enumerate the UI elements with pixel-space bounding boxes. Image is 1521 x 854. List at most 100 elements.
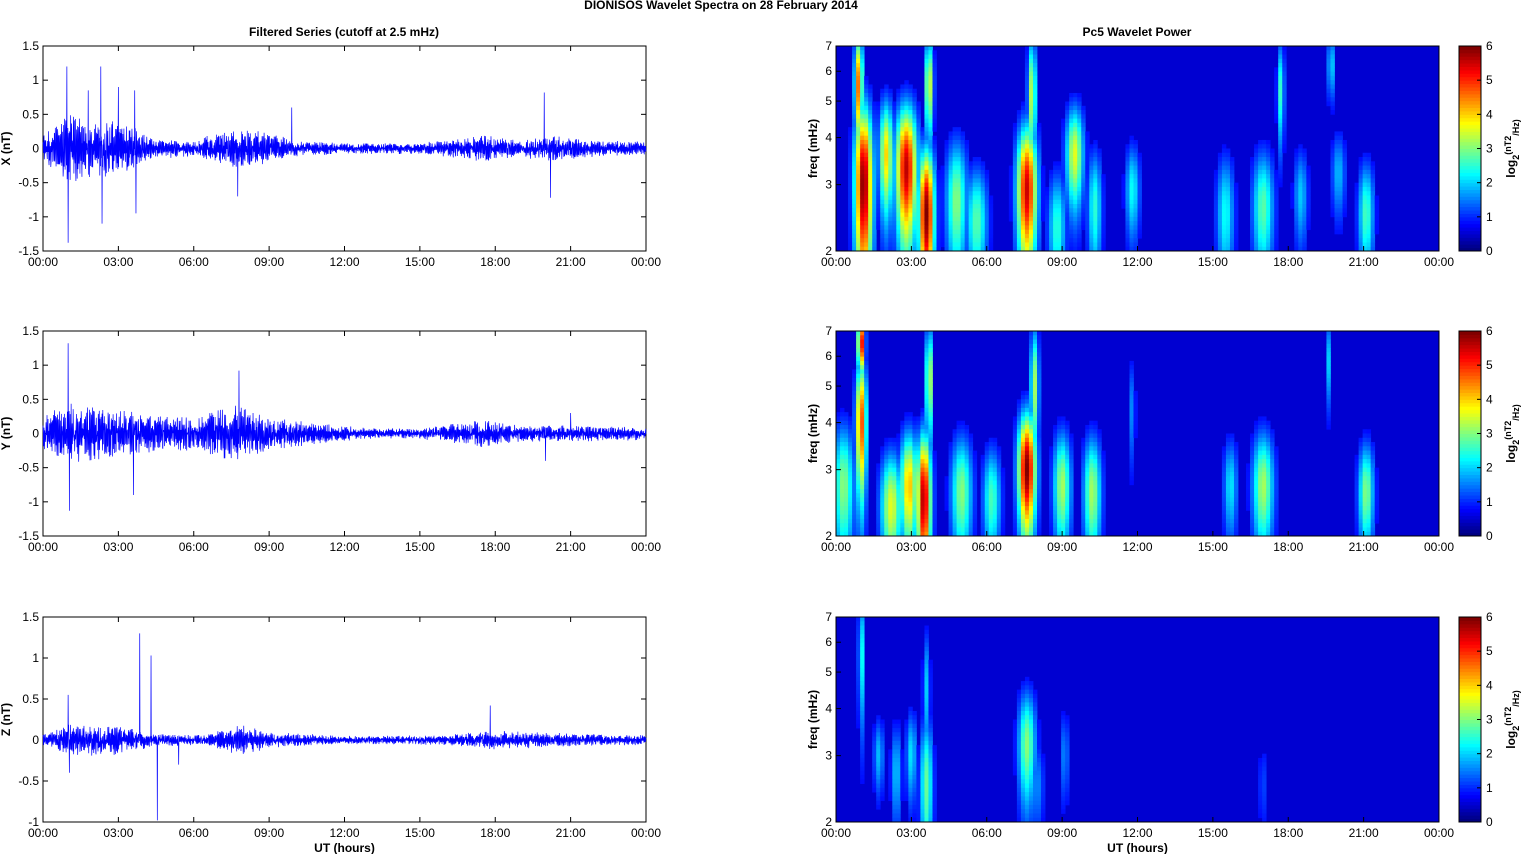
y-wavelet-cell xyxy=(1229,527,1235,533)
y-wavelet-cell xyxy=(856,497,861,503)
x-wavelet-cell xyxy=(1334,169,1339,175)
x-wavelet-cell xyxy=(860,148,865,154)
x-wavelet-cell xyxy=(1213,204,1219,209)
x-wavelet-cell xyxy=(892,208,897,213)
y-wavelet-cell xyxy=(840,437,845,443)
x-wavelet-cell xyxy=(1125,246,1130,252)
x-wavelet-cell xyxy=(936,204,941,209)
y-wavelet-cell xyxy=(924,518,929,524)
x-wavelet-cell xyxy=(872,152,877,158)
y-wavelet-cell xyxy=(932,471,937,477)
x-wavelet-cell xyxy=(1037,139,1042,145)
y-wavelet-cell xyxy=(1081,489,1086,494)
x-wavelet-cell xyxy=(1266,199,1271,205)
x-wavelet-cell xyxy=(1097,191,1102,196)
y-wavelet-cell xyxy=(916,446,921,451)
y-wavelet-cell xyxy=(856,433,861,439)
x-wavelet-cell xyxy=(928,246,933,252)
x-wavelet-cell xyxy=(1016,139,1022,145)
x-wavelet-cell xyxy=(964,152,970,158)
y-wavelet-cell xyxy=(1233,506,1239,511)
x-wavelet-cell xyxy=(888,238,893,243)
x-wavelet-cell xyxy=(1125,208,1130,213)
y-wavelet-cell xyxy=(960,484,966,490)
x-wavelet-cell xyxy=(1217,246,1223,252)
y-wavelet-cell xyxy=(1221,514,1227,520)
x-wavelet-cell xyxy=(1093,157,1098,162)
x-wavelet-cell xyxy=(1097,195,1102,201)
x-wavelet-cell xyxy=(1037,161,1042,166)
y-wavelet-cell xyxy=(1129,399,1134,404)
x-wavelet-cell xyxy=(884,204,889,209)
x-wavelet-cell xyxy=(928,165,933,171)
x-wavelet-cell xyxy=(1125,186,1130,192)
y-wavelet-cell xyxy=(864,395,869,400)
y-wavelet-cell xyxy=(920,471,925,477)
x-wavelet-cell xyxy=(924,191,929,196)
x-wavelet-cell xyxy=(948,208,953,213)
x-wavelet-cell xyxy=(1016,122,1022,128)
x-wavelet-cell xyxy=(1278,118,1283,124)
y-wavelet-cell xyxy=(844,489,849,494)
x-wavelet-cell xyxy=(1073,204,1078,209)
x-wavelet-cell xyxy=(872,208,877,213)
y-wavelet-cell xyxy=(1370,514,1376,520)
y-wavelet-cell xyxy=(948,493,953,498)
x-wavelet-cell xyxy=(964,139,970,145)
x-wavelet-cell xyxy=(1221,144,1227,149)
x-wavelet-cell xyxy=(1024,169,1030,175)
y-wavelet-cell xyxy=(928,395,933,400)
y-wavelet-cell xyxy=(1028,442,1034,447)
y-wavelet-cell xyxy=(1362,480,1368,486)
x-wavelet-cell xyxy=(1085,157,1090,162)
x-wavelet-cell xyxy=(884,182,889,188)
y-wavelet-cell xyxy=(892,531,897,537)
x-wavelet-cell xyxy=(896,186,901,192)
x-wavelet-cell xyxy=(880,212,885,218)
y-wavelet-cell xyxy=(972,467,978,473)
x-wavelet-cell xyxy=(868,178,873,184)
y-wavelet-cell xyxy=(928,454,933,460)
y-wavelet-cell xyxy=(888,527,893,533)
y-wavelet-cell xyxy=(852,377,857,383)
y-wavelet-cell xyxy=(896,514,901,520)
x-wavelet-cell xyxy=(1016,144,1022,149)
y-wavelet-cell xyxy=(904,471,909,477)
x-wavelet-cell xyxy=(964,161,970,166)
x-wavelet-cell xyxy=(1229,221,1235,226)
x-wavelet-cell xyxy=(1032,105,1038,111)
y-wavelet-cell xyxy=(1024,514,1030,520)
x-wavelet-cell xyxy=(1073,233,1078,239)
x-wavelet-cell xyxy=(1097,178,1102,184)
y-wavelet-cell xyxy=(1101,471,1106,477)
x-wavelet-cell xyxy=(960,204,966,209)
x-wavelet-cell xyxy=(944,191,949,196)
x-wavelet-cell xyxy=(1077,135,1082,141)
x-wavelet-cell xyxy=(980,238,986,243)
x-wavelet-cell xyxy=(984,238,990,243)
x-wavelet-cell xyxy=(1330,182,1335,188)
x-wavelet-cell xyxy=(952,157,957,162)
y-wavelet-cell xyxy=(1274,510,1279,516)
y-wavelet-cell xyxy=(904,506,909,511)
x-wavelet-cell xyxy=(1073,101,1078,107)
x-wavelet-cell xyxy=(900,242,905,248)
x-wavelet-cell xyxy=(932,246,937,252)
x-wavelet-cell xyxy=(984,204,990,209)
y-wavelet-cell xyxy=(1016,424,1022,430)
x-wavelet-cell xyxy=(988,212,994,218)
x-wavelet-cell xyxy=(1016,238,1022,243)
y-wavelet-cell xyxy=(1069,442,1074,447)
y-wavelet-cell xyxy=(1101,493,1106,498)
x-wavelet-cell xyxy=(1053,221,1058,226)
x-wavelet-cell xyxy=(848,182,853,188)
y-wavelet-cell xyxy=(1358,497,1364,503)
y-wavelet-cell xyxy=(900,429,905,434)
y-wavelet-cell xyxy=(1085,501,1090,507)
x-wavelet-cell xyxy=(1334,139,1339,145)
y-wavelet-cell xyxy=(1370,442,1376,447)
x-wavelet-cell xyxy=(1262,161,1267,166)
y-wavelet-cell xyxy=(1032,518,1038,524)
x-wavelet-cell xyxy=(852,212,857,218)
y-wavelet-cell xyxy=(908,471,913,477)
